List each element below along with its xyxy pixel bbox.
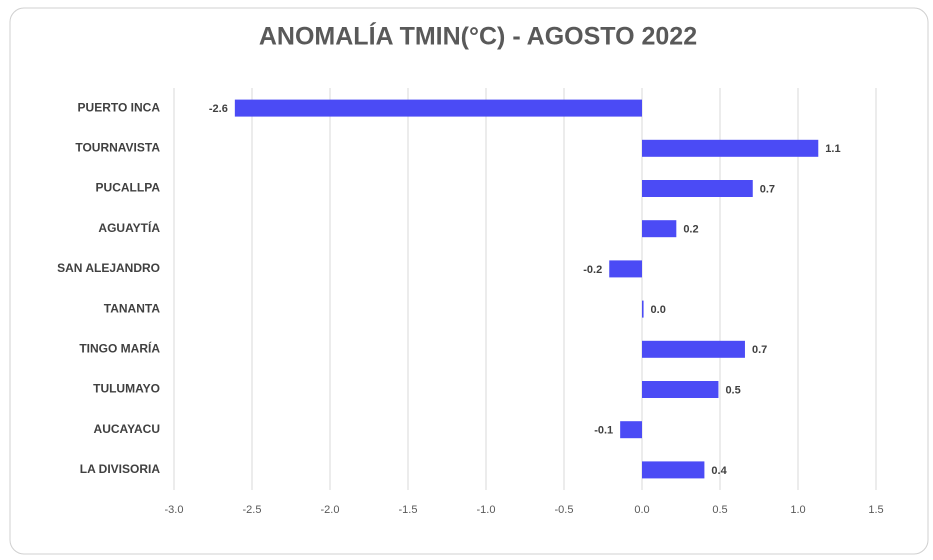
value-label: 0.4	[711, 465, 727, 477]
y-tick-label: TINGO MARÍA	[79, 340, 160, 355]
bar	[642, 300, 644, 318]
bar	[642, 340, 745, 358]
y-tick-label: AGUAYTÍA	[98, 220, 160, 235]
x-tick-label: -0.5	[555, 504, 574, 516]
y-tick-label: TOURNAVISTA	[75, 140, 160, 154]
value-label: 0.7	[752, 344, 767, 356]
x-tick-label: 0.0	[634, 504, 649, 516]
bar	[620, 421, 642, 439]
x-tick-label: -1.0	[477, 504, 496, 516]
y-tick-label: SAN ALEJANDRO	[57, 261, 160, 275]
x-tick-label: 0.5	[712, 504, 727, 516]
x-tick-label: 1.5	[868, 504, 883, 516]
value-label: -0.2	[583, 264, 602, 276]
y-tick-label: TULUMAYO	[93, 382, 160, 396]
x-tick-label: -2.5	[243, 504, 262, 516]
y-tick-label: AUCAYACU	[94, 422, 160, 436]
y-tick-label: PUERTO INCA	[78, 100, 161, 114]
y-tick-label: PUCALLPA	[96, 181, 161, 195]
value-label: 0.2	[683, 224, 698, 236]
bar	[642, 461, 705, 479]
value-label: 0.0	[651, 304, 666, 316]
value-label: 1.1	[825, 143, 840, 155]
value-label: -0.1	[594, 425, 613, 437]
x-tick-label: -2.0	[321, 504, 340, 516]
value-label: 0.5	[725, 384, 740, 396]
bar	[642, 381, 719, 398]
y-tick-label: TANANTA	[104, 301, 161, 315]
y-tick-label: LA DIVISORIA	[80, 462, 161, 476]
x-tick-label: -1.5	[399, 504, 418, 516]
bar	[609, 260, 642, 278]
bar	[234, 99, 642, 117]
value-label: 0.7	[760, 183, 775, 195]
chart-title: ANOMALÍA TMIN(°C) - AGOSTO 2022	[259, 22, 697, 51]
x-tick-label: -3.0	[165, 504, 184, 516]
bar	[642, 220, 677, 238]
value-label: -2.6	[209, 103, 228, 115]
x-tick-label: 1.0	[790, 504, 805, 516]
bar	[642, 180, 753, 197]
bar	[642, 139, 819, 157]
